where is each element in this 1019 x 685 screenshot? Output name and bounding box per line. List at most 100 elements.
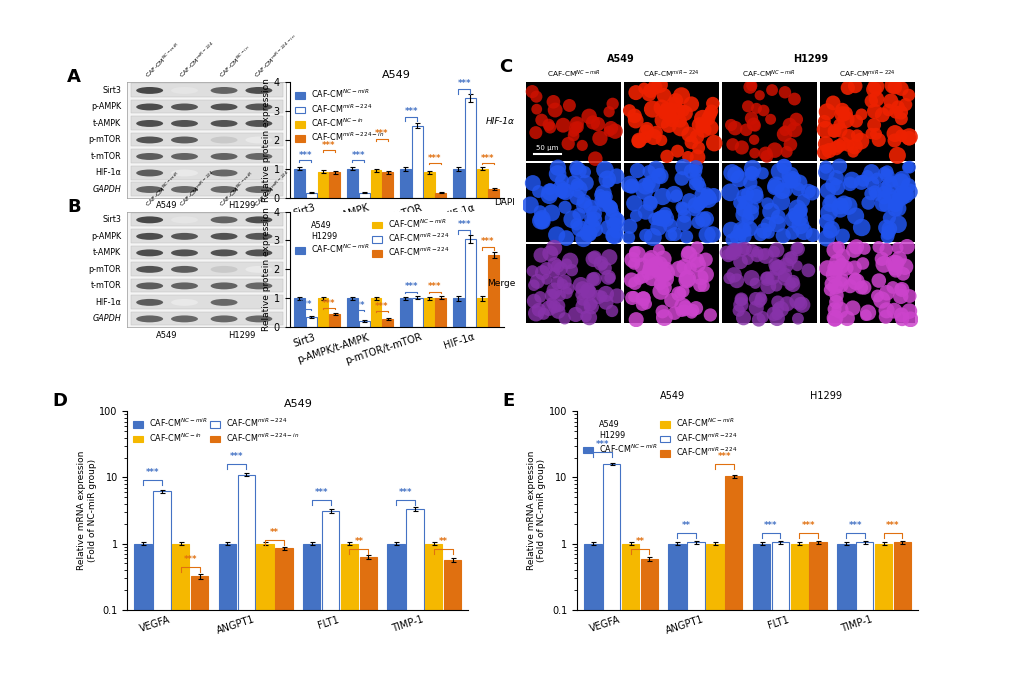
Point <box>584 117 600 128</box>
Point <box>590 291 606 302</box>
Point <box>549 169 566 179</box>
Point <box>580 228 596 239</box>
Point <box>792 220 808 231</box>
Bar <box>359 192 369 198</box>
Point <box>855 282 871 293</box>
Point <box>859 197 875 208</box>
Point <box>689 152 705 163</box>
Point <box>582 299 598 310</box>
Point <box>758 198 774 209</box>
Bar <box>837 544 854 685</box>
Point <box>837 114 853 125</box>
Point <box>773 186 790 197</box>
Point <box>569 192 585 203</box>
Point <box>559 138 576 149</box>
Legend: CAF-CM$^{NC-miR}$, CAF-CM$^{NC-in}$, CAF-CM$^{miR-224}$, CAF-CM$^{miR-224-in}$: CAF-CM$^{NC-miR}$, CAF-CM$^{NC-in}$, CAF… <box>131 415 301 445</box>
Point <box>736 191 752 202</box>
Point <box>581 312 597 323</box>
Point <box>782 170 798 181</box>
Point <box>599 272 615 283</box>
Point <box>705 190 721 201</box>
Point <box>569 122 585 133</box>
Point <box>571 209 587 220</box>
Point <box>593 195 609 206</box>
Point <box>655 282 672 293</box>
Point <box>826 266 843 277</box>
Point <box>892 107 908 118</box>
Point <box>846 80 862 91</box>
Point <box>637 230 653 241</box>
Point <box>596 263 612 274</box>
Point <box>733 225 749 236</box>
Point <box>687 174 703 185</box>
Point <box>887 199 903 210</box>
Point <box>528 308 544 319</box>
Text: ***: *** <box>322 140 335 149</box>
Point <box>735 204 751 215</box>
Point <box>717 247 734 258</box>
Point <box>638 299 654 310</box>
Point <box>719 250 736 261</box>
Point <box>653 213 669 224</box>
Point <box>631 135 647 146</box>
Ellipse shape <box>210 315 237 323</box>
Point <box>565 130 581 141</box>
Ellipse shape <box>137 233 163 240</box>
Point <box>789 203 805 214</box>
Point <box>877 245 894 256</box>
Point <box>888 261 904 272</box>
Bar <box>306 317 316 327</box>
Point <box>886 199 902 210</box>
Bar <box>667 544 685 685</box>
Bar <box>476 298 487 327</box>
Bar <box>705 544 722 685</box>
Point <box>624 181 640 192</box>
Point <box>900 132 916 142</box>
Point <box>683 166 699 177</box>
Point <box>687 200 703 211</box>
Point <box>522 199 538 210</box>
Point <box>893 314 909 325</box>
Point <box>878 228 895 239</box>
Point <box>625 291 641 302</box>
Point <box>691 119 707 130</box>
Ellipse shape <box>171 299 198 306</box>
Point <box>655 108 672 119</box>
Point <box>837 262 853 273</box>
Point <box>741 82 757 92</box>
Point <box>574 295 590 306</box>
Point <box>732 256 748 267</box>
Point <box>827 297 844 308</box>
Point <box>647 164 663 175</box>
Point <box>651 269 667 280</box>
Point <box>540 303 556 314</box>
Bar <box>399 298 411 327</box>
Point <box>832 125 848 136</box>
Point <box>650 222 666 233</box>
Text: CAF-CM$^{miR-224}$: CAF-CM$^{miR-224}$ <box>177 169 218 210</box>
Point <box>768 262 785 273</box>
Ellipse shape <box>246 186 272 193</box>
Point <box>883 193 900 204</box>
Point <box>870 134 887 145</box>
Point <box>651 259 667 270</box>
Point <box>577 177 593 188</box>
Point <box>737 197 753 208</box>
Point <box>815 147 832 158</box>
Point <box>751 297 767 308</box>
Text: t-mTOR: t-mTOR <box>91 282 121 290</box>
Point <box>774 160 791 171</box>
Point <box>884 79 901 90</box>
Point <box>818 216 835 227</box>
Ellipse shape <box>137 87 163 94</box>
Point <box>762 206 779 217</box>
Point <box>744 245 760 256</box>
Point <box>791 177 807 188</box>
Point <box>598 174 614 185</box>
Point <box>602 123 619 134</box>
Text: ***: *** <box>481 237 494 246</box>
Point <box>779 298 795 309</box>
Point <box>723 234 740 245</box>
Bar <box>317 172 328 198</box>
Point <box>694 121 710 132</box>
